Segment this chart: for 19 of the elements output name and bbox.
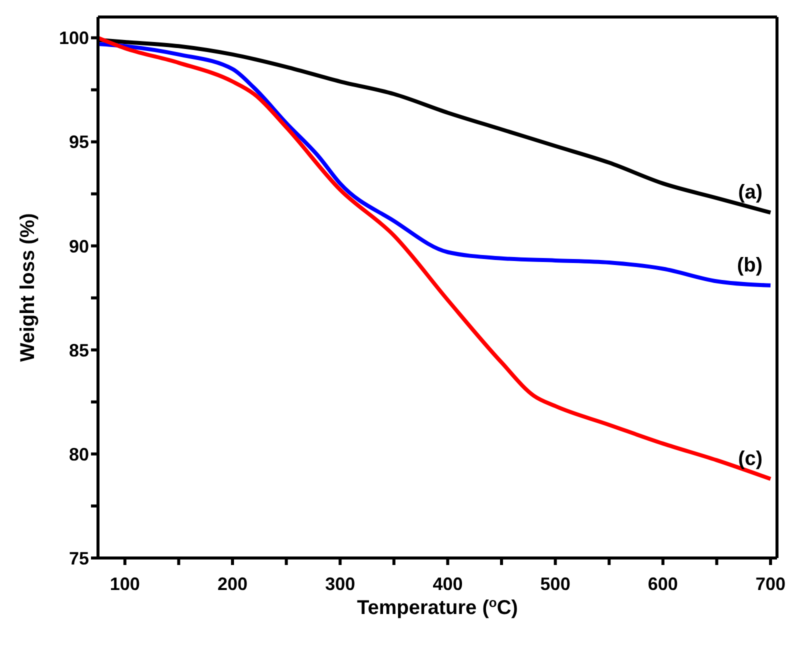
y-tick-label: 80 [68,444,89,464]
y-tick-label: 75 [68,548,89,568]
y-axis-title: Weight loss (%) [17,213,39,362]
y-tick-label: 95 [68,132,89,152]
series-label: (c) [738,448,763,470]
x-tick-label: 200 [217,574,248,594]
series-label: (b) [736,254,763,276]
x-tick-label: 400 [432,574,463,594]
series-label: (a) [738,182,763,204]
y-tick-label: 100 [58,28,89,48]
y-tick-label: 85 [68,340,89,360]
x-tick-label: 600 [648,574,678,594]
line-series [98,42,773,288]
x-axis-title: Temperature ($^{o}$C) [357,594,518,619]
x-tick-label: 700 [756,574,786,594]
x-tick-label: 300 [325,574,356,594]
x-tick-label: 100 [110,574,140,594]
x-tick-label: 500 [540,574,570,594]
y-tick-label: 90 [68,236,89,256]
